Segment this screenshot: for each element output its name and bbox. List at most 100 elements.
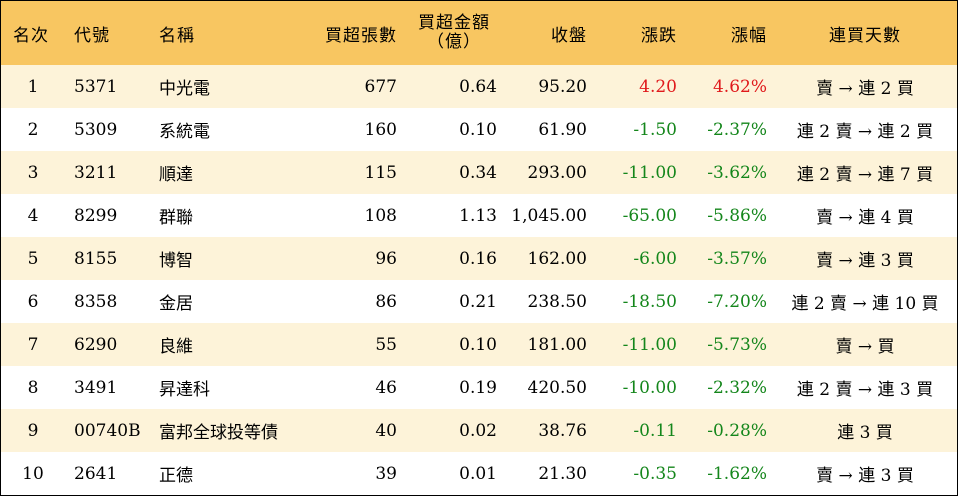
header-amount: 買超金額 （億） [409, 1, 499, 65]
table-row: 10 2641 正德 39 0.01 21.30 -0.35 -1.62% 賣 → 連 3 買 [1, 452, 957, 495]
table-row: 1 5371 中光電 677 0.64 95.20 4.20 4.62% 賣 → 連 2 買 [1, 65, 957, 108]
table-row: 3 3211 順達 115 0.34 293.00 -11.00 -3.62% 連 2 賣 → … [1, 151, 957, 194]
row-code: 5371 [74, 76, 118, 97]
row-name: 富邦全球投等債 [159, 423, 278, 443]
row-change: -0.11 [633, 420, 677, 441]
row-pct: -3.57% [707, 248, 767, 269]
row-volume: 46 [375, 377, 397, 398]
row-name: 昇達科 [159, 380, 210, 400]
table-row: 9 00740B 富邦全球投等債 40 0.02 38.76 -0.11 -0.28% 連 3 … [1, 409, 957, 452]
row-close: 38.76 [538, 420, 587, 441]
row-amount: 0.10 [459, 119, 497, 140]
row-name: 良維 [159, 337, 193, 357]
row-code: 3491 [74, 377, 118, 398]
header-volume: 買超張數 [325, 25, 397, 46]
row-close: 162.00 [527, 248, 587, 269]
row-name: 群聯 [159, 208, 193, 228]
row-amount: 0.02 [459, 420, 497, 441]
row-pct: 4.62% [712, 76, 767, 97]
row-pct: -3.62% [707, 162, 767, 183]
row-pct: -7.20% [707, 291, 767, 312]
row-rank: 5 [27, 248, 39, 269]
row-volume: 39 [375, 463, 397, 484]
header-code: 代號 [74, 25, 110, 46]
row-volume: 160 [364, 119, 397, 140]
table-header: 名次 代號 名稱 買超張數 買超金額 （億） 收盤 漲跌 漲幅 連買天數 [1, 1, 957, 65]
row-close: 238.50 [527, 291, 587, 312]
row-rank: 2 [27, 119, 39, 140]
row-pct: -5.73% [707, 334, 767, 355]
row-volume: 96 [375, 248, 397, 269]
table-row: 4 8299 群聯 108 1.13 1,045.00 -65.00 -5.86% 賣 → 連 … [1, 194, 957, 237]
header-streak: 連買天數 [829, 25, 901, 46]
header-pct: 漲幅 [731, 25, 767, 46]
row-name: 博智 [159, 251, 193, 271]
row-volume: 40 [375, 420, 397, 441]
row-name: 系統電 [159, 122, 210, 142]
row-close: 420.50 [527, 377, 587, 398]
row-rank: 7 [27, 334, 39, 355]
row-amount: 0.10 [459, 334, 497, 355]
row-amount: 0.19 [459, 377, 497, 398]
table-row: 7 6290 良維 55 0.10 181.00 -11.00 -5.73% 賣 → 買 [1, 323, 957, 366]
row-change: -10.00 [622, 377, 677, 398]
row-amount: 0.34 [459, 162, 497, 183]
row-change: -11.00 [622, 334, 677, 355]
row-code: 3211 [74, 162, 118, 183]
row-close: 61.90 [538, 119, 587, 140]
row-code: 8299 [74, 205, 118, 226]
row-amount: 0.16 [459, 248, 497, 269]
row-change: -0.35 [633, 463, 677, 484]
row-rank: 1 [27, 76, 39, 97]
row-streak: 賣 → 連 2 買 [816, 79, 914, 99]
row-streak: 連 3 買 [837, 423, 893, 443]
row-streak: 賣 → 連 3 買 [816, 251, 914, 271]
row-amount: 1.13 [459, 205, 497, 226]
header-rank: 名次 [13, 25, 49, 46]
row-pct: -2.32% [707, 377, 767, 398]
row-change: 4.20 [639, 76, 677, 97]
row-amount: 0.01 [459, 463, 497, 484]
row-volume: 55 [375, 334, 397, 355]
header-change: 漲跌 [641, 25, 677, 46]
row-code: 8155 [74, 248, 118, 269]
row-code: 00740B [74, 420, 141, 441]
row-close: 1,045.00 [511, 205, 587, 226]
row-rank: 9 [27, 420, 39, 441]
row-amount: 0.21 [459, 291, 497, 312]
row-name: 順達 [159, 165, 193, 185]
row-change: -11.00 [622, 162, 677, 183]
header-name: 名稱 [159, 25, 195, 46]
row-rank: 8 [27, 377, 39, 398]
row-code: 8358 [74, 291, 118, 312]
table-row: 5 8155 博智 96 0.16 162.00 -6.00 -3.57% 賣 → 連 3 買 [1, 237, 957, 280]
row-streak: 賣 → 連 3 買 [816, 466, 914, 486]
table-row: 6 8358 金居 86 0.21 238.50 -18.50 -7.20% 連 2 賣 → 連… [1, 280, 957, 323]
row-volume: 677 [364, 76, 397, 97]
row-close: 95.20 [538, 76, 587, 97]
row-pct: -0.28% [707, 420, 767, 441]
row-streak: 連 2 賣 → 連 2 買 [796, 122, 934, 142]
row-pct: -5.86% [707, 205, 767, 226]
row-name: 正德 [159, 466, 193, 486]
row-amount: 0.64 [459, 76, 497, 97]
row-pct: -1.62% [707, 463, 767, 484]
row-close: 21.30 [538, 463, 587, 484]
row-rank: 3 [27, 162, 39, 183]
row-code: 5309 [74, 119, 118, 140]
row-rank: 6 [27, 291, 39, 312]
table-row: 8 3491 昇達科 46 0.19 420.50 -10.00 -2.32% 連 2 賣 → … [1, 366, 957, 409]
row-name: 金居 [159, 294, 193, 314]
header-close: 收盤 [551, 25, 587, 46]
row-close: 293.00 [527, 162, 587, 183]
row-rank: 10 [22, 463, 44, 484]
row-change: -65.00 [622, 205, 677, 226]
row-volume: 115 [364, 162, 397, 183]
row-streak: 連 2 賣 → 連 10 買 [791, 294, 939, 314]
table-row: 2 5309 系統電 160 0.10 61.90 -1.50 -2.37% 連 2 賣 → 連… [1, 108, 957, 151]
row-streak: 賣 → 買 [835, 337, 895, 357]
row-rank: 4 [27, 205, 39, 226]
row-code: 6290 [74, 334, 118, 355]
row-change: -6.00 [633, 248, 677, 269]
